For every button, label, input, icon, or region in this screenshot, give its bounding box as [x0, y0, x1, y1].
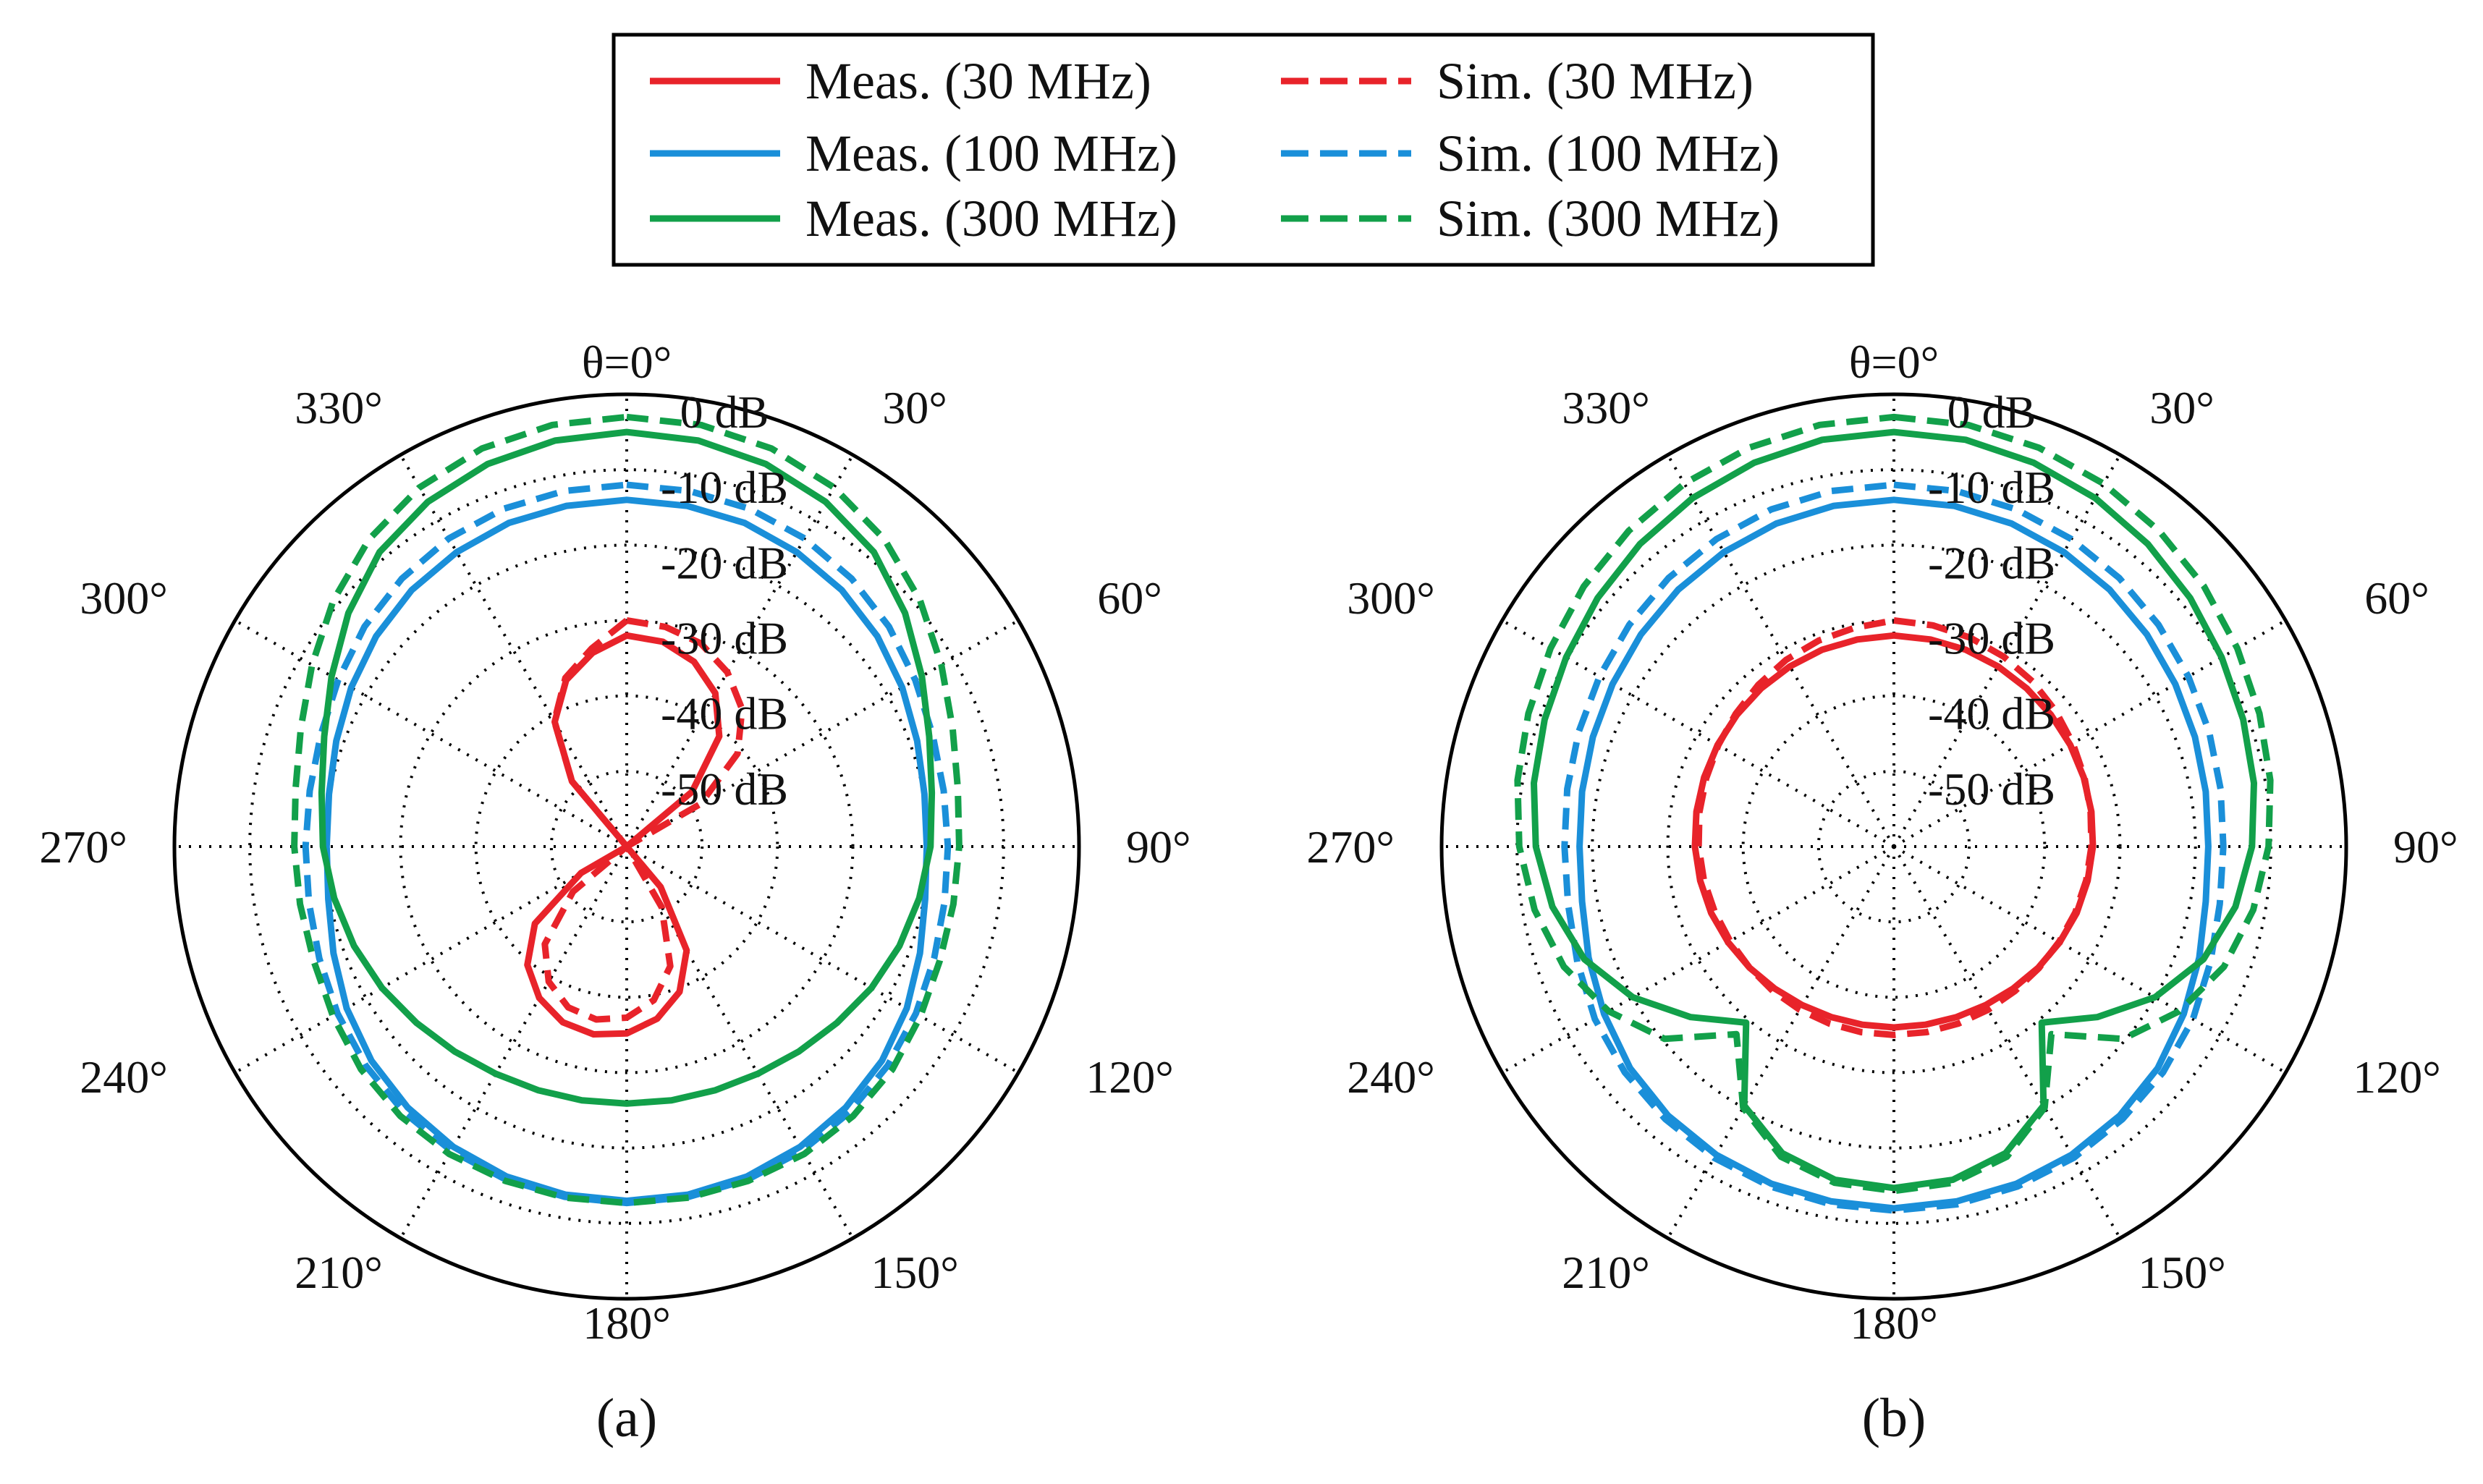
legend-label-meas-100-mhz: Meas. (100 MHz) [805, 124, 1177, 182]
grid-spoke [625, 845, 1020, 1074]
grid-spoke [1666, 454, 1895, 848]
radial-label: 0 dB [680, 386, 769, 438]
polar-plot-a: 0 dB -10 dB -20 dB -30 dB -40 dB -50 dB θ=0° 30… [39, 336, 1190, 1449]
series-sim-100-mhz [302, 481, 952, 1207]
polar-plot-b: 0 dB -10 dB -20 dB -30 dB -40 dB -50 dB θ=0° 30… [1306, 336, 2458, 1449]
grid-ring [1741, 694, 2047, 999]
grid-spoke [234, 619, 628, 848]
radial-label: -20 dB [661, 537, 788, 588]
radial-label: -10 dB [1928, 462, 2055, 513]
angle-label: 90° [1126, 821, 1191, 873]
radial-label: -50 dB [661, 763, 788, 815]
grid-spoke [399, 845, 628, 1239]
grid-ring [549, 769, 704, 924]
series-meas-300-mhz [318, 428, 936, 1107]
plot-caption: (a) [596, 1388, 657, 1449]
series-sim-100-mhz [1561, 481, 2227, 1214]
angle-label: 210° [1562, 1247, 1650, 1298]
radial-label: -10 dB [661, 462, 788, 513]
grid-spoke [1892, 454, 2122, 848]
grid-ring [1816, 769, 1971, 924]
angle-label: 60° [2364, 572, 2429, 624]
angle-label: 270° [39, 821, 127, 873]
series-meas-300-mhz [1531, 428, 2257, 1192]
radial-label: -40 dB [1928, 688, 2055, 739]
outer-ring [172, 392, 1081, 1301]
series-sim-300-mhz [291, 413, 963, 1207]
angle-label: 150° [871, 1247, 959, 1298]
legend: Meas. (30 MHz) Sim. (30 MHz) Meas. (100 MH… [612, 33, 1875, 267]
angle-label: θ=0° [582, 336, 672, 388]
legend-label-sim-30-mhz: Sim. (30 MHz) [1437, 52, 1754, 110]
angle-label: 30° [2149, 382, 2215, 433]
angle-label: 150° [2138, 1247, 2226, 1298]
radial-label: 0 dB [1947, 386, 2036, 438]
legend-label-sim-100-mhz: Sim. (100 MHz) [1437, 124, 1780, 182]
radial-label: -30 dB [1928, 613, 2055, 664]
angle-label: 300° [80, 572, 168, 624]
angle-label: 300° [1347, 572, 1435, 624]
grid-spoke [1892, 845, 2122, 1239]
grid-spoke [1892, 845, 2287, 1074]
legend-box [612, 33, 1875, 267]
radial-label: -50 dB [1928, 763, 2055, 815]
legend-label-meas-30-mhz: Meas. (30 MHz) [805, 52, 1151, 110]
legend-label-sim-300-mhz: Sim. (300 MHz) [1437, 190, 1780, 247]
plot-caption: (b) [1862, 1388, 1926, 1449]
grid-spoke [625, 454, 855, 848]
angle-label: 240° [1347, 1051, 1435, 1103]
grid-ring [474, 694, 779, 999]
radial-label: -40 dB [661, 688, 788, 739]
angle-label: 330° [295, 382, 383, 433]
grid-ring [1591, 543, 2197, 1150]
outer-ring [1439, 392, 2348, 1301]
radial-label: -20 dB [1928, 537, 2055, 588]
angle-label: 270° [1306, 821, 1395, 873]
grid-spoke [399, 454, 628, 848]
series-sim-30-mhz [1695, 617, 2095, 1038]
grid-spoke [625, 845, 855, 1239]
angle-label: 210° [295, 1247, 383, 1298]
legend-label-meas-300-mhz: Meas. (300 MHz) [805, 190, 1177, 247]
grid-spoke [234, 845, 628, 1074]
angle-label: 330° [1562, 382, 1650, 433]
angle-label: 180° [1850, 1297, 1938, 1349]
angle-label: 180° [583, 1297, 671, 1349]
angle-label: 90° [2393, 821, 2458, 873]
grid-spoke [625, 619, 1020, 848]
angle-label: 240° [80, 1051, 168, 1103]
series-sim-30-mhz [541, 617, 745, 1023]
angle-label: 120° [2353, 1051, 2441, 1103]
angle-label: 120° [1086, 1051, 1174, 1103]
angle-label: 60° [1097, 572, 1162, 624]
series-meas-100-mhz [1576, 496, 2212, 1212]
radial-label: -30 dB [661, 613, 788, 664]
angle-label: θ=0° [1849, 336, 1939, 388]
grid-spoke [1501, 845, 1895, 1074]
angle-label: 30° [882, 382, 947, 433]
grid-spoke [1666, 845, 1895, 1239]
series-sim-300-mhz [1514, 413, 2274, 1195]
